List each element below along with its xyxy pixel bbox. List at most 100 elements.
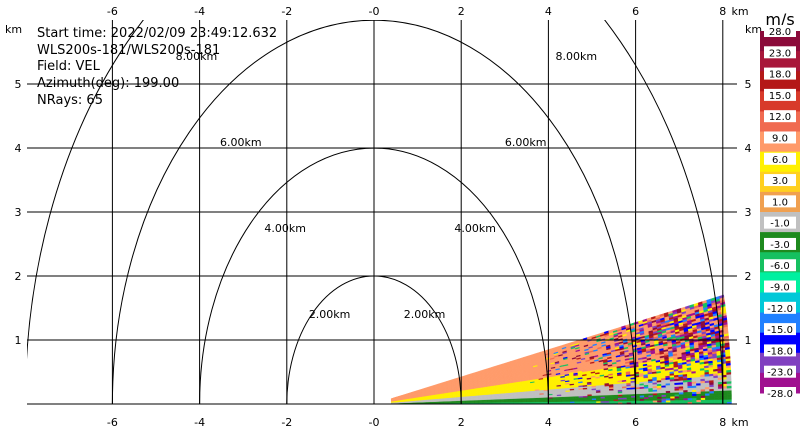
colorbar-label: 3.0 [772,176,788,187]
sector-cell [713,397,719,400]
colorbar-label: 6.0 [772,155,788,166]
y-axis-unit-left: km [5,23,22,36]
sector-cell [626,398,632,402]
sector-cell [718,394,724,398]
sector-cell [692,397,697,401]
sector-cell [705,388,710,392]
sector-cell [635,400,641,403]
sector-cell [722,394,728,398]
x-tick-label-top: -0 [369,5,380,18]
sector-cell [700,393,706,396]
sector-cell [700,391,706,394]
sector-cell [683,395,689,399]
sector-cell [665,396,671,399]
sector-cell [661,396,667,399]
colorbar-label: 28.0 [769,27,791,38]
sector-cell [722,399,728,403]
sector-cell [709,399,715,402]
sector-cell [661,392,667,396]
sector-cell [713,399,719,402]
sector-cell [670,396,675,399]
sector-cell [718,397,723,400]
field-text: Field: VEL [37,59,100,74]
x-tick-label-top: 6 [632,5,639,18]
x-tick-label-bottom: 2 [458,416,465,429]
range-ring-label-right: 4.00km [454,222,496,235]
y-tick-label-right: 3 [745,206,752,219]
range-ring-label-right: 8.00km [555,50,597,63]
sector-cell [687,397,693,401]
sector-cell [657,400,663,403]
sector-cell [687,393,693,397]
sector-cell [696,395,702,399]
x-tick-label-bottom: 6 [632,416,639,429]
sector-cell [705,397,710,401]
colorbar-label: -12.0 [767,304,793,315]
sector-cell [722,396,728,400]
colorbar-label: 18.0 [769,70,791,81]
sector-cell [665,394,671,397]
colorbar-label: 1.0 [772,197,788,208]
range-ring-labels: 2.00km 2.00km 4.00km 4.00km 6.00km 6.00km 8.00… [176,50,597,321]
sector-cell [644,400,649,403]
y-tick-label-left: 3 [15,206,22,219]
sector-cell [622,400,628,403]
sector-cell [687,391,693,395]
sector-cell [717,381,723,385]
sector-cell [678,393,684,397]
sector-cell [674,397,680,401]
x-tick-label-top: 4 [545,5,552,18]
x-tick-label-top: 2 [458,5,465,18]
x-axis-unit-top: km [731,5,748,18]
x-axis-unit-bottom: km [731,416,748,429]
x-tick-label-bottom: 4 [545,416,552,429]
colorbar-label: 15.0 [769,91,791,102]
x-tick-label-top: -6 [107,5,118,18]
sector-cell [683,399,689,403]
sector-cell [709,395,715,398]
colorbar-label: -18.0 [767,346,793,357]
sector-cell [648,393,654,396]
range-ring-label-right: 6.00km [505,136,547,149]
colorbar: m/s28.023.018.015.012.09.06.03.01.0-1.0-… [760,10,800,400]
sector-cell [696,397,702,401]
sector-cell [583,401,588,403]
y-tick-label-left: 4 [15,142,22,155]
y-tick-label-left: 1 [15,334,22,347]
x-tick-label-top: -4 [194,5,205,18]
sector-cell [692,393,697,397]
x-tick-label-top: 8 [719,5,726,18]
sector-cell [709,397,715,400]
sector-cell [679,397,684,401]
sector-cell [670,399,675,403]
colorbar-label: 23.0 [769,48,791,59]
sector-cell [713,392,719,396]
x-tick-label-bottom: -0 [369,416,380,429]
y-tick-label-left: 5 [15,78,22,91]
sector-cell [652,400,658,403]
sector-cell [674,399,680,403]
sector-cell [661,400,667,403]
sector-cell [679,395,684,399]
start-time-text: Start time: 2022/02/09 23:49:12.632 [37,26,278,41]
colorbar-label: -9.0 [770,283,790,294]
x-tick-label-top: -2 [281,5,292,18]
sector-cell [718,399,723,402]
x-tick-label-bottom: -2 [281,416,292,429]
sector-cell [726,383,732,387]
x-tick-label-bottom: 8 [719,416,726,429]
sector-cell [722,392,728,396]
sector-cell [687,399,693,403]
velocity-sector [390,294,732,404]
range-ring-label-left: 6.00km [220,136,262,149]
y-tick-label-right: 2 [745,270,752,283]
colorbar-label: -15.0 [767,325,793,336]
sector-cell [674,395,680,399]
sector-cell [670,394,675,397]
sector-cell [726,390,732,393]
sector-cell [591,401,597,403]
sector-cell [726,396,732,400]
sector-cell [600,399,606,402]
sector-cell [652,398,658,401]
sector-cell [670,397,675,401]
